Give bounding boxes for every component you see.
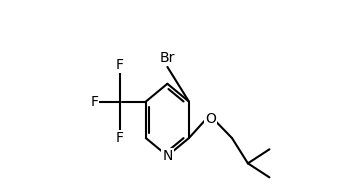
Text: O: O	[205, 112, 216, 126]
Text: Br: Br	[160, 51, 175, 65]
Text: N: N	[162, 149, 173, 163]
Text: F: F	[116, 58, 124, 72]
Text: F: F	[116, 131, 124, 145]
Text: F: F	[90, 95, 99, 108]
